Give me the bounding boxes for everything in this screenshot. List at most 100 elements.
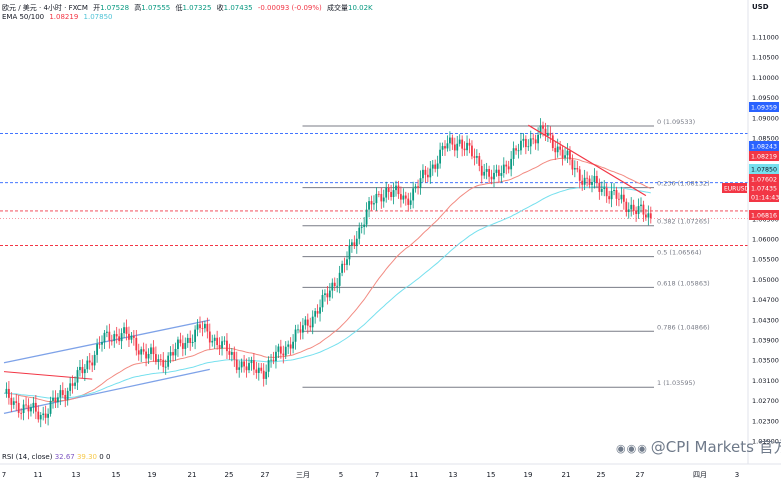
candle-body xyxy=(527,146,530,148)
candle-body xyxy=(353,242,356,247)
candle-body xyxy=(387,187,390,192)
time-tick-label: 25 xyxy=(225,471,234,479)
rsi-label[interactable]: RSI (14, close) xyxy=(2,453,53,461)
candle-body xyxy=(27,405,30,412)
price-tag-label: 1.09359 xyxy=(751,105,777,112)
candle-body xyxy=(169,352,172,356)
candle-body xyxy=(581,180,584,185)
candle-body xyxy=(419,178,422,188)
symbol-title[interactable]: 欧元 / 美元 · 4小时 · FXCM xyxy=(2,4,88,12)
candle-body xyxy=(382,197,385,202)
candle-body xyxy=(566,150,569,156)
candle-body xyxy=(596,175,598,183)
candle-body xyxy=(208,331,211,343)
watermark: ◉◉◉ @CPI Markets 官方 xyxy=(616,436,781,457)
candle-body xyxy=(424,169,427,175)
candle-body xyxy=(542,125,544,129)
candle-body xyxy=(243,361,245,367)
candle-body xyxy=(529,138,532,147)
candle-body xyxy=(230,352,233,355)
candle-body xyxy=(449,137,451,144)
candle-body xyxy=(453,144,456,151)
price-tick-label: 1.01900 xyxy=(752,438,779,446)
candle-body xyxy=(108,331,111,341)
candle-body xyxy=(123,327,125,334)
time-tick-label: 11 xyxy=(34,471,43,479)
candle-body xyxy=(152,347,155,355)
rsi-value-2: 39.30 xyxy=(76,453,98,461)
time-tick-label: 21 xyxy=(562,471,571,479)
ema-label[interactable]: EMA 50/100 xyxy=(2,13,45,21)
candle-body xyxy=(292,341,294,349)
candle-body xyxy=(510,158,513,170)
candle-body xyxy=(520,140,522,151)
candle-body xyxy=(314,311,317,317)
candle-body xyxy=(539,125,542,135)
time-tick-label: 13 xyxy=(449,471,458,479)
candle-body xyxy=(17,402,20,413)
candle-body xyxy=(255,369,258,373)
candle-body xyxy=(458,139,461,144)
close-value: 1.07435 xyxy=(223,4,253,12)
downtrend-line xyxy=(527,124,647,197)
candle-body xyxy=(83,369,86,374)
close-label: 收 xyxy=(216,4,224,12)
candle-body xyxy=(69,383,72,391)
price-tag-bg xyxy=(749,183,779,193)
candle-body xyxy=(20,412,23,414)
candle-body xyxy=(368,201,370,210)
candle-body xyxy=(66,390,69,400)
candle-body xyxy=(201,328,204,329)
candle-body xyxy=(500,173,503,176)
price-tag-label: 1.07602 xyxy=(751,177,777,184)
candle-body xyxy=(5,388,8,394)
candle-body xyxy=(319,307,321,314)
candle-body xyxy=(184,342,187,349)
currency-label[interactable]: USD xyxy=(752,3,769,11)
symbol-tag-label: EURUSD xyxy=(724,186,750,193)
price-tag-label: 1.07850 xyxy=(751,167,777,174)
candle-body xyxy=(12,401,15,405)
candle-body xyxy=(159,359,162,360)
fib-level-label: 0.236 (1.08132) xyxy=(657,180,710,188)
candle-body xyxy=(304,319,307,326)
candle-body xyxy=(417,186,419,188)
candle-body xyxy=(360,226,363,228)
candle-body xyxy=(181,343,184,349)
candle-body xyxy=(238,367,241,370)
candle-body xyxy=(15,401,18,403)
candle-body xyxy=(622,194,625,202)
high-value: 1.07555 xyxy=(141,4,171,12)
candle-body xyxy=(145,351,147,359)
low-value: 1.07325 xyxy=(182,4,212,12)
price-tick-label: 1.02700 xyxy=(752,397,779,405)
price-tag-bg xyxy=(749,210,779,220)
candle-body xyxy=(22,404,25,413)
price-axis[interactable]: 1.11000 1.10500 1.10000 1.09500 1.09000 1.085… xyxy=(747,0,779,464)
candle-body xyxy=(316,311,319,314)
candle-body xyxy=(299,329,302,333)
candle-body xyxy=(162,359,165,368)
candle-body xyxy=(532,138,535,140)
candle-body xyxy=(223,340,226,342)
candle-body xyxy=(578,169,581,181)
time-axis[interactable]: 7 11 13 15 19 21 25 27 三月 5 7 11 13 15 19 21 25 27 四月 3 xyxy=(0,463,781,479)
candle-body xyxy=(321,295,324,308)
candle-body xyxy=(326,293,329,298)
candle-body xyxy=(47,413,49,418)
channel-trend-line xyxy=(3,371,93,380)
price-tick-label: 1.05000 xyxy=(752,276,779,284)
candle-body xyxy=(118,336,121,342)
candle-body xyxy=(456,143,459,151)
candle-body xyxy=(147,353,150,359)
candle-body xyxy=(478,156,481,166)
candle-body xyxy=(365,209,368,225)
candle-body xyxy=(640,204,642,207)
candle-body xyxy=(277,346,280,352)
candle-body xyxy=(59,390,62,398)
candle-body xyxy=(556,146,559,153)
candle-body xyxy=(554,148,557,153)
candle-body xyxy=(480,165,483,176)
candle-body xyxy=(113,334,116,342)
